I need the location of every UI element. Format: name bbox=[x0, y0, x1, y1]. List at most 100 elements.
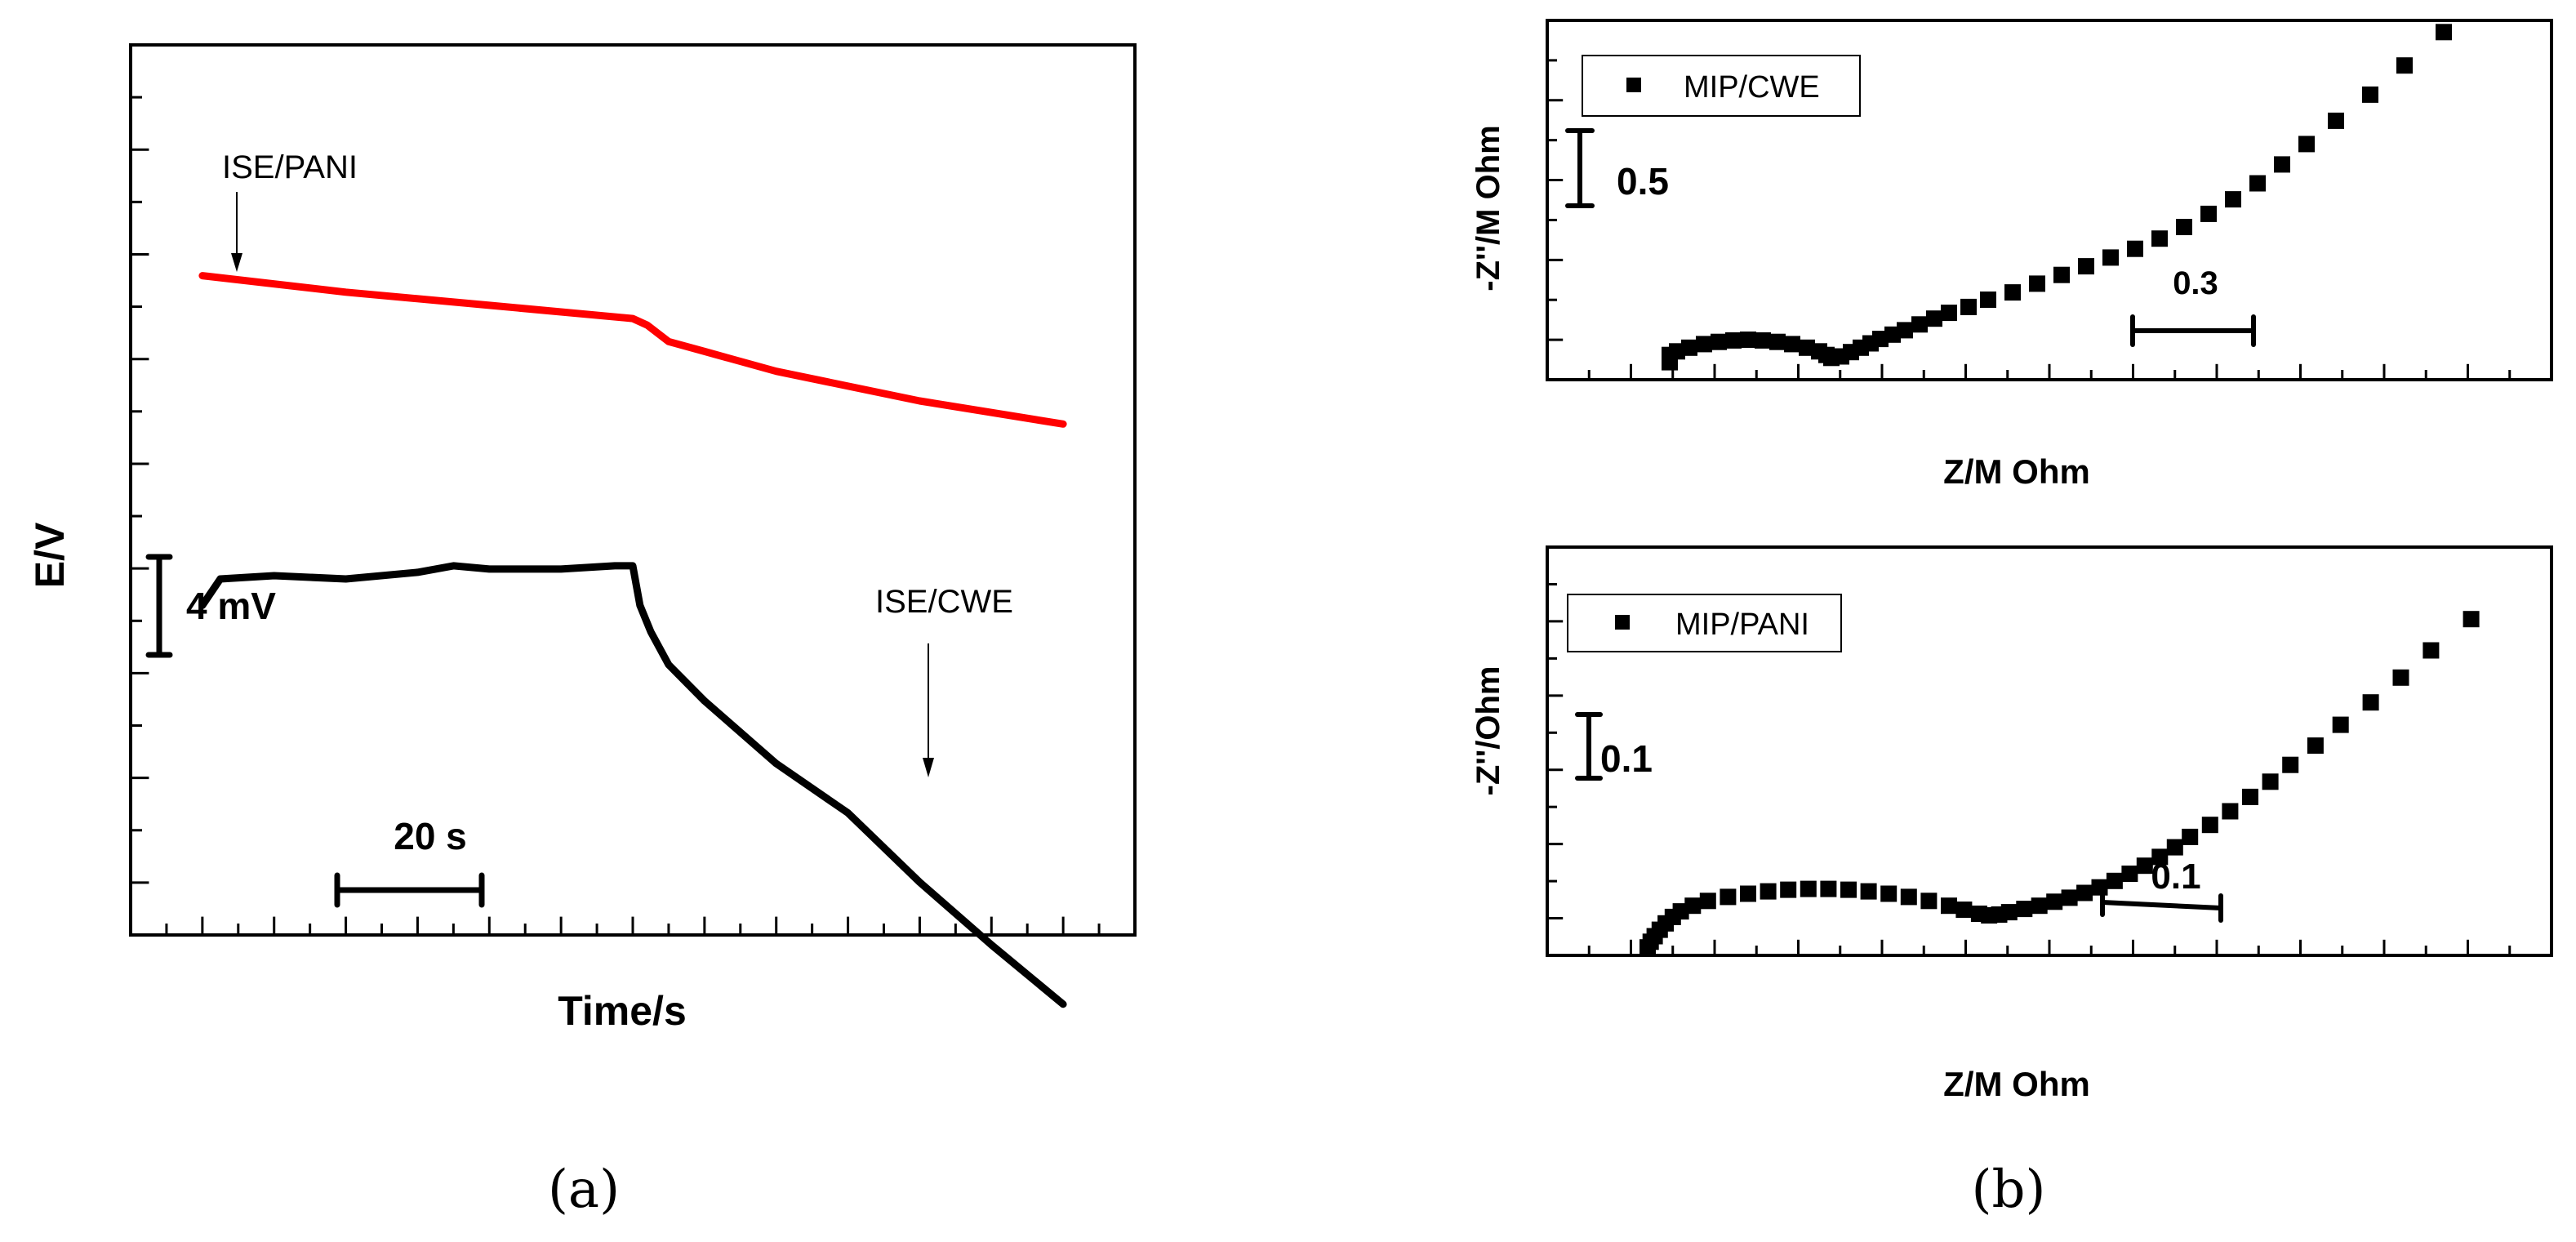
panel-b-top: MIP/CWE 0.5 0.3 Z/M Ohm -Z''/M Ohm bbox=[1470, 19, 2553, 491]
panel-a-x-scale-label: 20 s bbox=[394, 815, 467, 857]
panel-a-y-axis-title: E/V bbox=[27, 522, 73, 588]
data-point bbox=[2061, 889, 2078, 906]
data-point bbox=[2262, 773, 2279, 790]
panel-b-bottom-points bbox=[1639, 611, 2480, 956]
data-point bbox=[2222, 803, 2239, 820]
data-point bbox=[1740, 885, 1756, 902]
ise-cwe-label: ISE/CWE bbox=[875, 584, 1013, 620]
data-point bbox=[1840, 881, 1857, 898]
panel-b-bottom-x-scale-bar bbox=[2100, 888, 2223, 923]
data-point bbox=[2000, 904, 2018, 921]
data-point bbox=[2046, 893, 2063, 910]
series-line-ise-pani bbox=[198, 272, 1067, 428]
data-point bbox=[2151, 848, 2169, 866]
panel-b-bottom-x-axis-title: Z/M Ohm bbox=[1943, 1065, 2090, 1103]
mip-pani-legend-label: MIP/PANI bbox=[1675, 608, 1809, 642]
data-point bbox=[2102, 249, 2119, 266]
data-point bbox=[2053, 266, 2070, 283]
panel-b-bottom-y-scale-label: 0.1 bbox=[1600, 737, 1653, 780]
data-point bbox=[1740, 332, 1756, 348]
data-point bbox=[1941, 897, 1957, 915]
mip-pani-legend-box bbox=[1567, 594, 1842, 652]
mip-cwe-legend-marker bbox=[1626, 78, 1641, 92]
data-point bbox=[2106, 872, 2123, 889]
data-point bbox=[1780, 881, 1797, 898]
panel-b-bottom-y-scale-bar bbox=[1575, 712, 1603, 781]
ise-pani-arrowhead bbox=[231, 253, 242, 272]
data-point bbox=[2136, 857, 2153, 875]
data-point bbox=[1960, 298, 1977, 315]
panel-b-caption: (b) bbox=[1972, 1160, 2046, 1220]
data-point bbox=[2242, 788, 2258, 805]
panel-a-y-scale-label: 4 mV bbox=[186, 585, 276, 627]
data-point bbox=[2091, 879, 2108, 896]
panel-a-x-axis-title: Time/s bbox=[558, 988, 687, 1034]
data-point bbox=[2332, 716, 2349, 733]
mip-cwe-legend-label: MIP/CWE bbox=[1684, 70, 1820, 105]
panel-a-ticks bbox=[131, 96, 1101, 935]
data-point bbox=[2307, 737, 2324, 755]
data-point bbox=[1980, 292, 1996, 308]
ise-pani-label: ISE/PANI bbox=[222, 149, 358, 185]
panel-b-bottom: MIP/PANI 0.1 0.1 Z/M Ohm -Z''/Ohm (b) bbox=[1470, 545, 2553, 1220]
data-point bbox=[2200, 205, 2217, 222]
data-point bbox=[2436, 24, 2452, 41]
data-point bbox=[1860, 883, 1877, 900]
data-point bbox=[1897, 322, 1913, 339]
data-point bbox=[1911, 316, 1928, 333]
panel-b-top-points bbox=[1662, 24, 2452, 371]
data-point bbox=[1955, 901, 1973, 919]
panel-a-x-scale-bar bbox=[334, 872, 485, 908]
panel-b-bottom-x-scale-label: 0.1 bbox=[2151, 857, 2200, 897]
data-point bbox=[2176, 219, 2192, 235]
data-point bbox=[1941, 305, 1957, 322]
data-point bbox=[2328, 112, 2344, 129]
data-point bbox=[2396, 57, 2413, 74]
data-point bbox=[2076, 884, 2093, 901]
data-point bbox=[2031, 897, 2048, 915]
data-point bbox=[1684, 897, 1702, 915]
panel-a-series bbox=[198, 272, 1067, 1008]
data-point bbox=[2225, 191, 2241, 208]
data-point bbox=[2274, 156, 2290, 173]
data-point bbox=[2078, 258, 2094, 275]
data-point bbox=[2182, 828, 2199, 845]
data-point bbox=[2463, 611, 2480, 628]
data-point bbox=[1900, 888, 1917, 906]
data-point bbox=[2016, 901, 2033, 918]
data-point bbox=[2362, 694, 2379, 711]
data-point bbox=[1725, 332, 1742, 349]
data-point bbox=[1769, 333, 1786, 350]
panel-b-top-y-axis-title: -Z''/M Ohm bbox=[1470, 125, 1506, 291]
data-point bbox=[2392, 669, 2409, 686]
data-point bbox=[1800, 880, 1817, 897]
panel-b-top-y-scale-label: 0.5 bbox=[1617, 160, 1669, 203]
data-point bbox=[1699, 893, 1716, 910]
data-point bbox=[2201, 817, 2218, 834]
data-point bbox=[1926, 310, 1942, 327]
panel-b-bottom-ticks bbox=[1547, 582, 2511, 955]
panel-a: ISE/PANI ISE/CWE 4 mV 20 s Time/s E/V (a… bbox=[27, 43, 1137, 1220]
data-point bbox=[1880, 885, 1898, 902]
panel-b-top-y-scale-bar bbox=[1565, 128, 1595, 208]
data-point bbox=[2298, 136, 2315, 153]
data-point bbox=[2151, 230, 2168, 247]
panel-a-y-scale-bar bbox=[145, 554, 173, 658]
panel-b-bottom-y-axis-title: -Z''/Ohm bbox=[1470, 666, 1506, 795]
panel-b-top-x-scale-bar bbox=[2130, 314, 2256, 347]
data-point bbox=[1920, 893, 1938, 910]
data-point bbox=[2249, 175, 2266, 192]
data-point bbox=[1696, 336, 1712, 353]
data-point bbox=[2004, 284, 2021, 301]
data-point bbox=[2121, 866, 2138, 882]
data-point bbox=[2282, 756, 2299, 773]
data-point bbox=[2423, 642, 2440, 659]
panel-b-top-x-scale-label: 0.3 bbox=[2173, 265, 2218, 301]
ise-cwe-arrowhead bbox=[923, 758, 934, 777]
data-point bbox=[2362, 86, 2378, 103]
data-point bbox=[2127, 240, 2143, 257]
data-point bbox=[1820, 880, 1837, 897]
mip-pani-legend-marker bbox=[1615, 615, 1630, 630]
data-point bbox=[1720, 888, 1737, 906]
